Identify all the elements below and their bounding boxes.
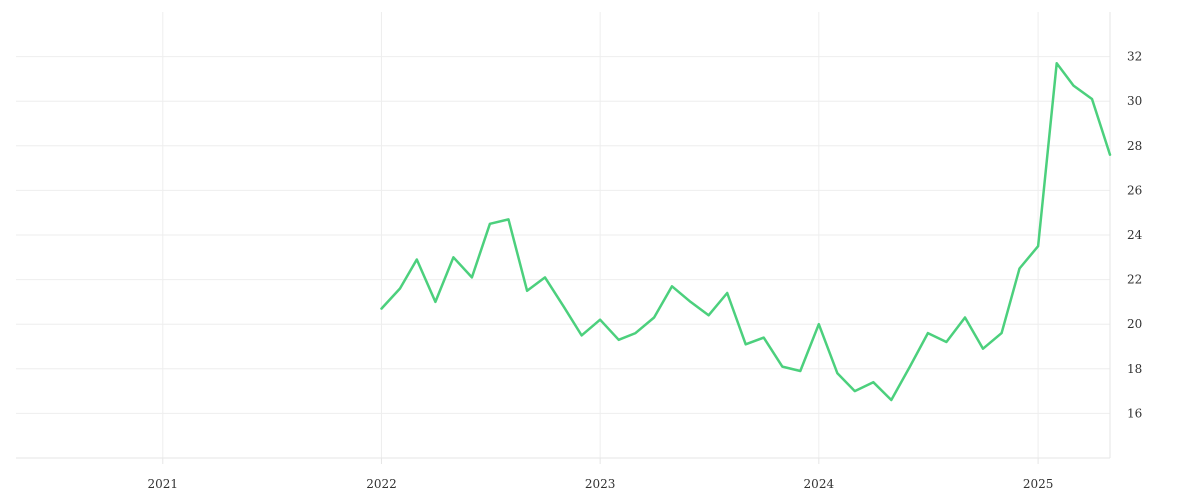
y-tick-label: 16 (1127, 406, 1142, 420)
grid (16, 12, 1110, 458)
y-tick-label: 24 (1127, 228, 1143, 242)
x-tick-label: 2025 (1023, 477, 1054, 491)
y-tick-label: 32 (1127, 50, 1142, 64)
y-tick-label: 18 (1127, 362, 1142, 376)
x-tick-label: 2021 (148, 477, 179, 491)
x-tick-label: 2022 (366, 477, 397, 491)
series-line (380, 62, 1112, 402)
axes (16, 12, 1111, 464)
y-tick-label: 26 (1127, 183, 1142, 197)
x-tick-label: 2024 (804, 477, 835, 491)
y-tick-label: 20 (1127, 317, 1142, 331)
x-tick-label: 2023 (585, 477, 616, 491)
series-layer (380, 62, 1112, 402)
y-tick-label: 28 (1127, 139, 1142, 153)
y-tick-label: 22 (1127, 273, 1142, 287)
y-tick-label: 30 (1127, 94, 1142, 108)
